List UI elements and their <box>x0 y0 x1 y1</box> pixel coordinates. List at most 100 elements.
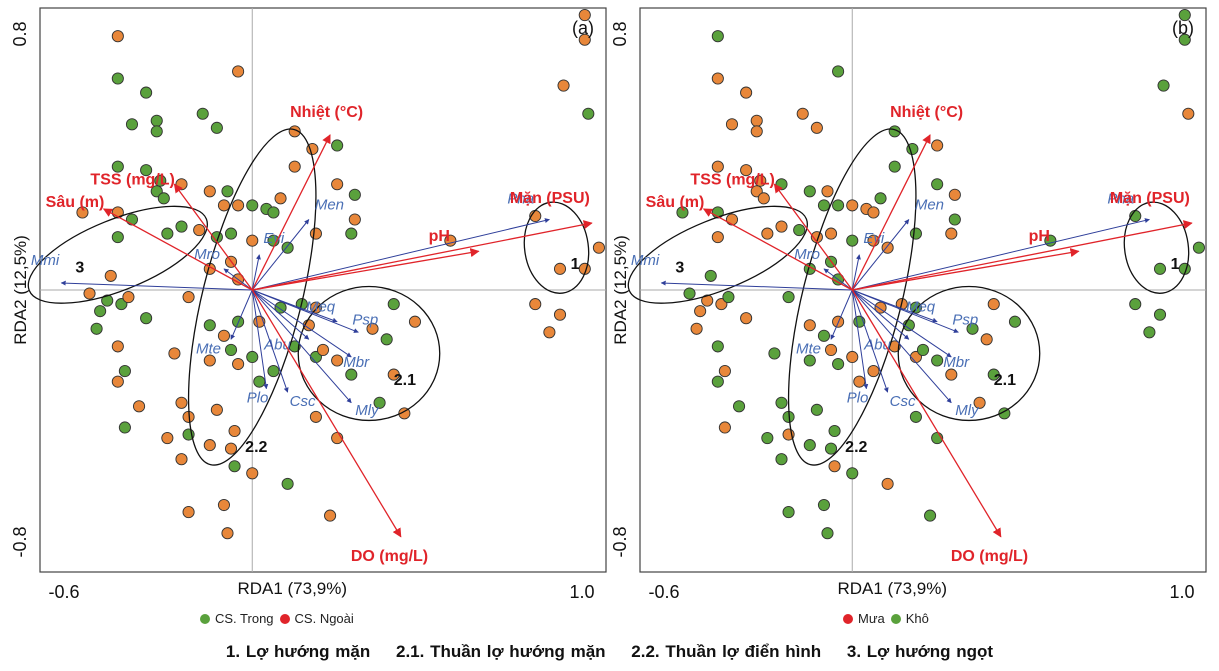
legend-label: CS. Trong <box>215 611 274 626</box>
env-arrow <box>173 183 253 291</box>
sample-point <box>874 301 887 314</box>
sample-point <box>832 65 845 78</box>
species-arrow <box>851 289 952 358</box>
env-arrow <box>852 220 1193 291</box>
sample-point <box>694 305 707 318</box>
legend-b: Mưa Khô <box>843 611 935 626</box>
x-tick-label: -0.6 <box>648 582 679 602</box>
legend-dot-green <box>890 613 901 624</box>
species-label: Mly <box>355 402 380 419</box>
sample-point <box>881 477 894 490</box>
species-arrow <box>851 254 861 291</box>
sample-point <box>161 227 174 240</box>
sample-point <box>150 125 163 138</box>
sample-point <box>281 477 294 490</box>
sample-point <box>125 213 139 226</box>
sample-point <box>725 118 739 131</box>
sample-point <box>324 509 337 522</box>
legend-dot-green <box>200 613 210 624</box>
sample-point <box>945 227 958 240</box>
group-number-label: 1 <box>571 256 580 273</box>
species-arrow <box>851 289 889 393</box>
env-label: TSS (mg/L) <box>90 171 174 188</box>
sample-point <box>543 326 556 339</box>
sample-point <box>924 509 937 522</box>
sample-point <box>118 365 131 378</box>
group-number-label: 2.2 <box>245 439 267 456</box>
sample-point <box>196 107 209 120</box>
sample-point <box>111 375 124 388</box>
sample-point <box>711 375 724 388</box>
sample-point <box>246 467 259 480</box>
sample-point <box>232 199 245 212</box>
sample-point <box>288 340 301 353</box>
sample-point <box>711 340 724 353</box>
sample-point <box>867 206 880 219</box>
ellipse-group-2-1 <box>297 285 441 422</box>
panel-label: (b) <box>1172 18 1194 38</box>
sample-point <box>817 498 831 512</box>
sample-point <box>754 174 767 187</box>
species-arrow <box>852 289 959 333</box>
sample-point <box>740 164 753 177</box>
species-label: Mte <box>796 340 821 357</box>
species-arrow <box>252 218 550 291</box>
legend-a: CS. Trong CS. Ngoài <box>200 611 360 626</box>
sample-point <box>980 333 993 346</box>
sample-point <box>782 506 795 519</box>
env-arrow <box>252 248 480 291</box>
species-label: Mmi <box>31 252 60 269</box>
sample-point <box>203 439 216 452</box>
sample-point <box>150 114 163 127</box>
sample-point <box>557 79 570 92</box>
sample-point <box>101 294 114 307</box>
sample-point <box>832 199 845 212</box>
species-arrow <box>252 289 359 333</box>
species-label: Men <box>315 197 344 214</box>
sample-point <box>761 431 774 445</box>
sample-point <box>775 453 788 466</box>
sample-point <box>711 231 724 244</box>
sample-point <box>203 354 216 367</box>
env-arrow <box>702 208 853 291</box>
sample-point <box>331 178 344 191</box>
sample-point <box>348 213 361 226</box>
ellipse-group-1 <box>523 201 590 294</box>
group-number-label: 1 <box>1171 256 1180 273</box>
sample-point <box>750 114 763 127</box>
sample-point <box>846 350 859 364</box>
sample-point <box>821 185 834 198</box>
species-label: Mbr <box>343 354 370 371</box>
sample-point <box>750 125 763 138</box>
sample-point <box>832 357 845 371</box>
env-label: Sâu (m) <box>46 194 105 211</box>
sample-point <box>175 453 188 466</box>
legend-label: Khô <box>905 611 929 626</box>
y-axis-title: RDA2 (12,5%) <box>11 235 30 345</box>
sample-point <box>782 290 795 304</box>
species-label: Meq <box>906 299 936 316</box>
sample-point <box>888 160 901 173</box>
sample-point <box>1157 79 1170 92</box>
x-tick-label: 1.0 <box>1169 582 1194 602</box>
sample-point <box>228 424 241 438</box>
sample-point <box>916 343 930 356</box>
env-label: Nhiệt (°C) <box>890 104 963 121</box>
sample-point <box>1153 262 1167 275</box>
legend-item: CS. Trong <box>200 611 274 626</box>
species-label: Psp <box>352 311 378 328</box>
sample-point <box>288 160 301 173</box>
species-label: Pha <box>507 191 534 208</box>
env-arrow <box>851 289 1002 538</box>
caption-group-1: 1. Lợ hướng mặn <box>225 642 371 661</box>
sample-point <box>246 199 259 212</box>
sample-point <box>909 227 922 240</box>
sample-point <box>817 329 831 342</box>
sample-point <box>246 234 259 247</box>
x-axis-title: RDA1 (73,9%) <box>837 579 947 598</box>
sample-point <box>175 396 188 409</box>
env-label: DO (mg/L) <box>351 548 428 565</box>
sample-point <box>224 343 238 356</box>
sample-point <box>253 375 266 388</box>
sample-point <box>711 72 724 85</box>
